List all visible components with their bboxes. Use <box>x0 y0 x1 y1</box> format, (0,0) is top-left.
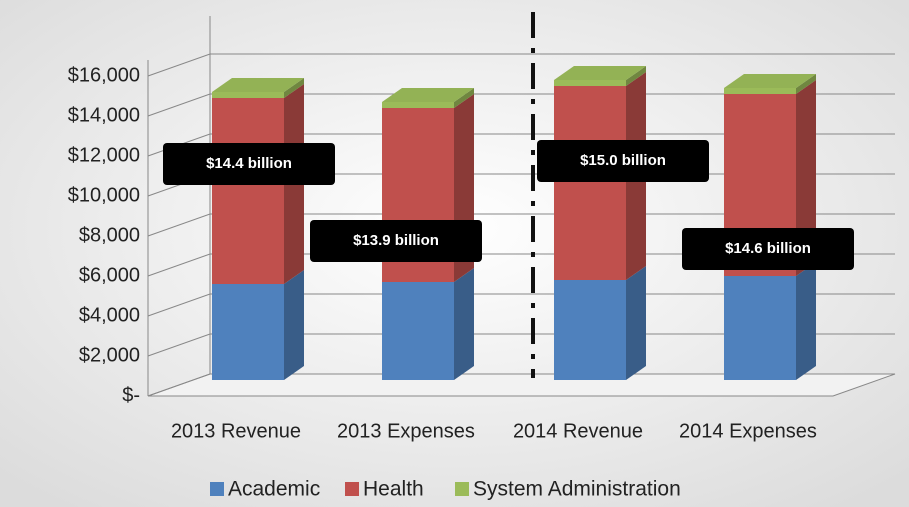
bar-segment <box>724 88 796 94</box>
annotation: $14.6 billion <box>725 240 811 257</box>
bar-side <box>454 88 474 108</box>
x-tick-label: 2013 Expenses <box>337 420 475 442</box>
legend-label: System Administration <box>473 478 681 501</box>
grid-line <box>147 333 895 357</box>
bar-segment <box>212 284 284 380</box>
y-tick-label: $6,000 <box>79 264 140 286</box>
bar-side <box>626 266 646 380</box>
bar-side <box>284 270 304 380</box>
bar-side <box>626 66 646 86</box>
legend-label: Health <box>363 478 424 501</box>
legend-swatch <box>210 482 224 496</box>
y-tick-label: $12,000 <box>68 144 140 166</box>
legend-label: Academic <box>228 478 320 501</box>
y-tick-label: $16,000 <box>68 64 140 86</box>
x-tick-label: 2014 Revenue <box>513 420 643 442</box>
annotation-box <box>163 143 335 185</box>
bar-segment <box>212 92 284 98</box>
y-tick-label: $4,000 <box>79 304 140 326</box>
annotation: $13.9 billion <box>353 232 439 249</box>
bar-side <box>454 268 474 380</box>
annotation-box <box>682 228 854 270</box>
bar-top <box>724 74 816 88</box>
x-tick-label: 2013 Revenue <box>171 420 301 442</box>
bar-top <box>382 88 474 102</box>
grid-line <box>147 373 895 397</box>
bar-side <box>796 80 816 276</box>
grid-line <box>147 213 895 237</box>
grid-line <box>147 293 895 317</box>
bar-top <box>212 78 304 92</box>
annotation-box <box>310 220 482 262</box>
bar-side <box>284 78 304 98</box>
bar-segment <box>382 282 454 380</box>
bar-segment <box>382 102 454 108</box>
annotation-box <box>537 140 709 182</box>
bar-side <box>796 74 816 94</box>
grid-line <box>147 253 895 277</box>
annotation: $15.0 billion <box>580 152 666 169</box>
annotation: $14.4 billion <box>206 155 292 172</box>
grid-line <box>147 53 895 77</box>
y-tick-label: $- <box>122 384 140 406</box>
bar-segment <box>212 98 284 284</box>
bar-segment <box>554 280 626 380</box>
x-tick-label: 2014 Expenses <box>679 420 817 442</box>
y-tick-label: $10,000 <box>68 184 140 206</box>
y-tick-label: $2,000 <box>79 344 140 366</box>
overlay: $14.4 billion $13.9 billion $15.0 billion $… <box>163 140 854 501</box>
bar-top <box>554 66 646 80</box>
bar-side <box>796 262 816 380</box>
bar-segment <box>724 276 796 380</box>
y-tick-label: $8,000 <box>79 224 140 246</box>
legend-swatch <box>345 482 359 496</box>
bar-segment <box>554 86 626 280</box>
bar-segment <box>554 80 626 86</box>
y-tick-label: $14,000 <box>68 104 140 126</box>
legend-swatch <box>455 482 469 496</box>
grid-line <box>147 93 895 117</box>
